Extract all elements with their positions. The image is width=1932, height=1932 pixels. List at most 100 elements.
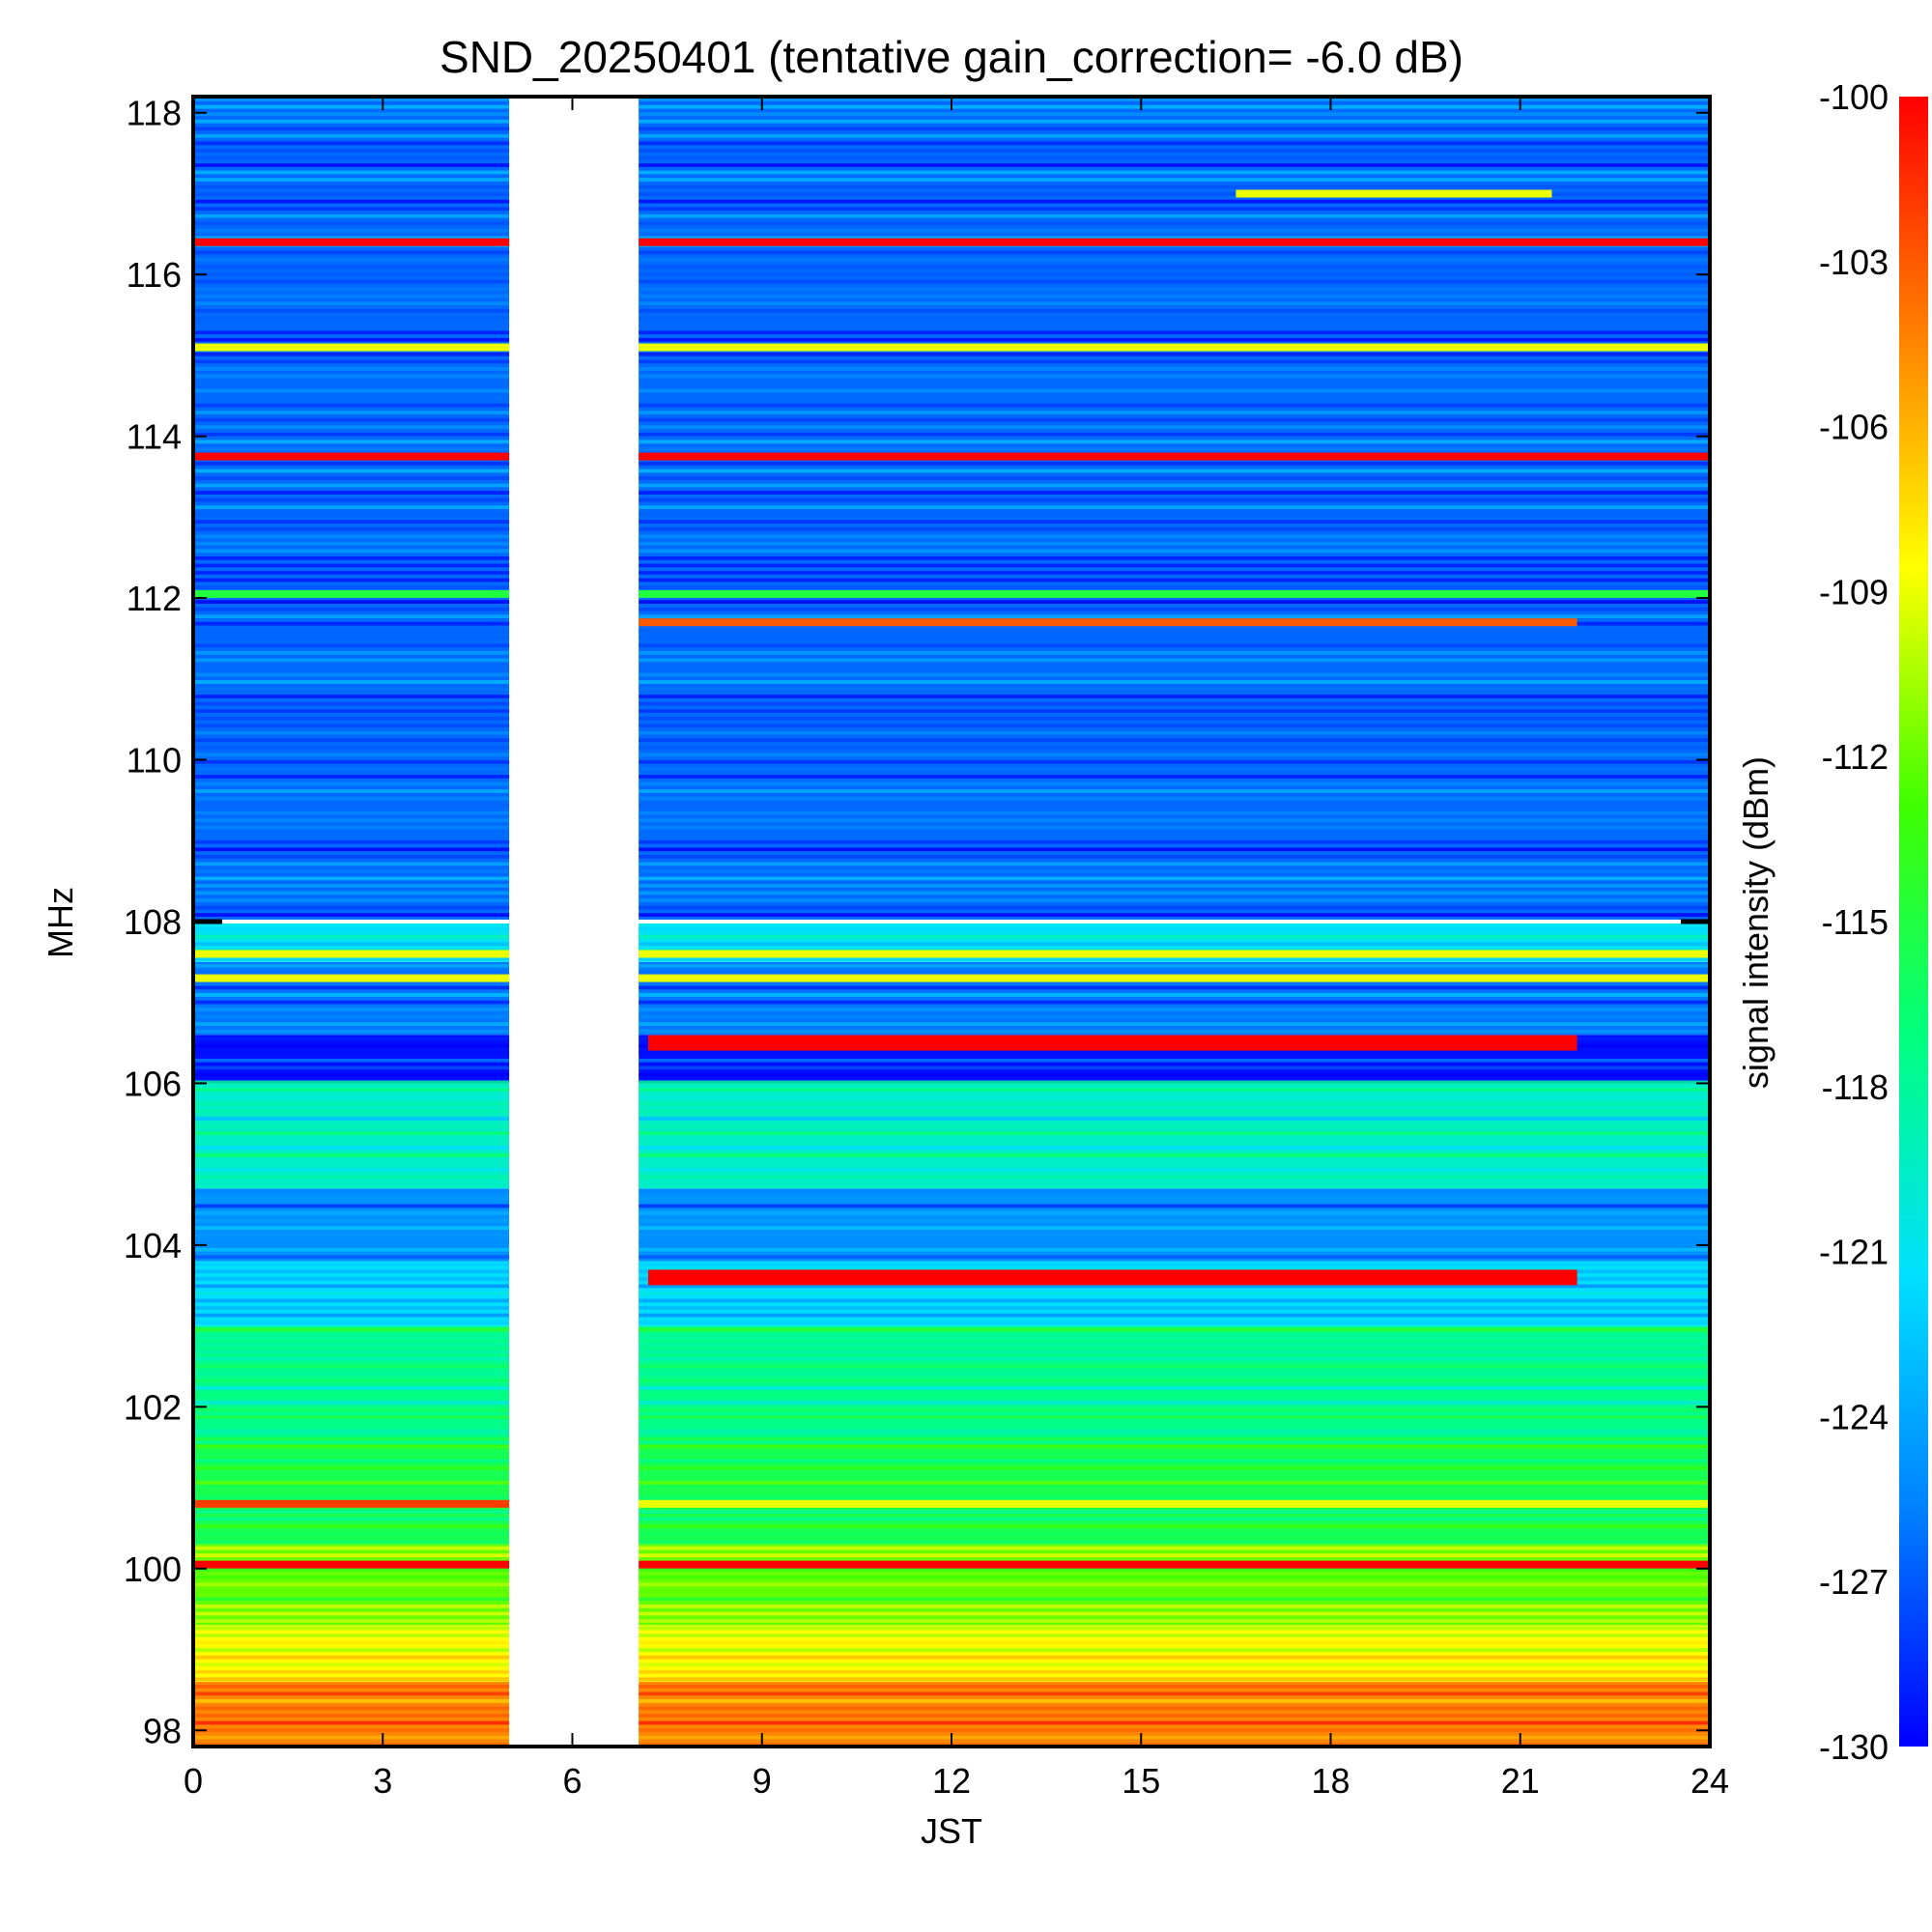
- frequency-row: [193, 411, 510, 415]
- frequency-row: [639, 1720, 1710, 1725]
- frequency-row: [639, 199, 1710, 204]
- frequency-row: [639, 767, 1710, 772]
- frequency-row: [639, 1350, 1710, 1354]
- frequency-row: [639, 1197, 1710, 1201]
- frequency-row: [639, 1626, 1710, 1631]
- frequency-row: [193, 578, 510, 582]
- frequency-row: [639, 192, 1710, 196]
- y-tick-label: 106: [124, 1064, 182, 1103]
- frequency-row: [193, 956, 510, 961]
- frequency-row: [193, 98, 510, 102]
- frequency-row: [193, 1088, 510, 1092]
- frequency-row: [639, 1539, 1710, 1544]
- frequency-row: [639, 730, 1710, 735]
- signal-line: [193, 1560, 510, 1569]
- frequency-row: [639, 112, 1710, 117]
- frequency-row: [193, 549, 510, 554]
- frequency-row: [639, 1029, 1710, 1034]
- frequency-row: [639, 1691, 1710, 1696]
- frequency-row: [639, 1131, 1710, 1136]
- signal-line: [193, 343, 510, 352]
- frequency-row: [639, 127, 1710, 131]
- frequency-row: [639, 1014, 1710, 1019]
- frequency-row: [639, 396, 1710, 400]
- frequency-row: [193, 1371, 510, 1376]
- frequency-row: [639, 781, 1710, 786]
- frequency-row: [193, 359, 510, 364]
- frequency-row: [193, 847, 510, 852]
- frequency-row: [193, 563, 510, 568]
- frequency-row: [639, 374, 1710, 379]
- frequency-row: [639, 1401, 1710, 1405]
- frequency-row: [193, 1568, 510, 1573]
- frequency-row: [639, 1605, 1710, 1608]
- frequency-row: [193, 1640, 510, 1645]
- frequency-row: [193, 839, 510, 844]
- frequency-row: [193, 250, 510, 255]
- frequency-row: [639, 549, 1710, 554]
- frequency-row: [193, 1575, 510, 1579]
- frequency-row: [193, 1008, 510, 1011]
- frequency-row: [639, 432, 1710, 437]
- frequency-row: [639, 1088, 1710, 1092]
- frequency-row: [193, 862, 510, 867]
- frequency-row: [639, 476, 1710, 480]
- colorbar-tick-labels: -100 -103 -106 -109 -112 -115 -118 -121 -124 -127…: [1819, 77, 1889, 1767]
- frequency-row: [193, 1356, 510, 1361]
- frequency-row: [193, 942, 510, 947]
- colorbar-tick-label: -115: [1822, 902, 1889, 942]
- frequency-row: [639, 250, 1710, 255]
- frequency-row: [639, 775, 1710, 779]
- frequency-row: [193, 1152, 510, 1157]
- frequency-row: [193, 905, 510, 910]
- frequency-row: [639, 687, 1710, 692]
- colorbar-label: signal intensity (dBm): [1736, 756, 1776, 1089]
- frequency-row: [639, 1648, 1710, 1653]
- frequency-row: [639, 571, 1710, 575]
- frequency-row: [639, 614, 1710, 619]
- frequency-row: [639, 796, 1710, 801]
- frequency-row: [193, 1182, 510, 1186]
- y-tick-label: 98: [143, 1711, 182, 1750]
- y-tick-label: 114: [127, 417, 182, 457]
- frequency-row: [639, 839, 1710, 844]
- frequency-row: [639, 636, 1710, 640]
- frequency-row: [193, 1138, 510, 1143]
- frequency-row: [193, 963, 510, 968]
- frequency-row: [639, 1582, 1710, 1587]
- signal-line: [639, 950, 1710, 958]
- frequency-row: [193, 571, 510, 575]
- frequency-row: [639, 818, 1710, 823]
- frequency-row: [193, 1167, 510, 1172]
- frequency-row: [193, 1699, 510, 1703]
- frequency-row: [639, 1072, 1710, 1077]
- frequency-row: [193, 1043, 510, 1048]
- frequency-row: [639, 1262, 1710, 1266]
- frequency-row: [193, 607, 510, 611]
- frequency-row: [639, 1407, 1710, 1412]
- frequency-row: [193, 1131, 510, 1136]
- signal-line: [639, 452, 1710, 461]
- frequency-row: [639, 1669, 1710, 1674]
- frequency-row: [639, 942, 1710, 947]
- frequency-row: [193, 1488, 510, 1492]
- frequency-row: [639, 804, 1710, 808]
- signal-line: [193, 452, 510, 461]
- frequency-row: [193, 1422, 510, 1427]
- frequency-row: [639, 927, 1710, 932]
- frequency-row: [639, 884, 1710, 888]
- frequency-band: [639, 1083, 1710, 1189]
- frequency-row: [193, 1436, 510, 1441]
- frequency-row: [193, 265, 510, 270]
- frequency-row: [193, 279, 510, 284]
- x-tick-labels: 0 3 6 9 12 15 18 21 24: [184, 1761, 1729, 1801]
- frequency-row: [639, 934, 1710, 939]
- frequency-row: [193, 301, 510, 306]
- frequency-row: [193, 1255, 510, 1260]
- frequency-row: [639, 316, 1710, 321]
- frequency-row: [639, 1436, 1710, 1441]
- frequency-row: [639, 279, 1710, 284]
- frequency-row: [193, 796, 510, 801]
- y-tick-labels: 98 100 102 104 106 108 110 112 114 116 118: [124, 94, 182, 1751]
- frequency-row: [639, 207, 1710, 212]
